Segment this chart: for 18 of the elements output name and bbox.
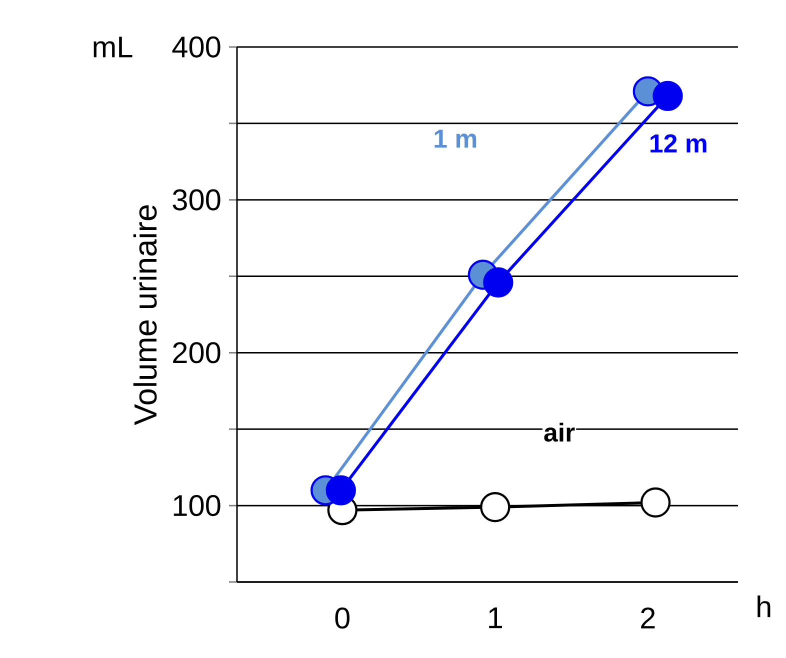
x-tick-label: 1 bbox=[489, 608, 502, 628]
y-tick-label: 300 bbox=[172, 189, 220, 210]
point bbox=[483, 267, 514, 298]
text: mL bbox=[94, 36, 132, 58]
series-label: 12 m bbox=[650, 134, 706, 152]
y-tick-label: 200 bbox=[173, 342, 220, 364]
x-tick-label: 0 bbox=[335, 608, 350, 629]
y-tick-label: 400 bbox=[172, 36, 220, 58]
text: air bbox=[544, 422, 575, 442]
point bbox=[640, 487, 671, 518]
x-tick-label: 2 bbox=[641, 608, 655, 628]
point bbox=[480, 492, 510, 522]
y-tick-label: 100 bbox=[174, 494, 220, 516]
y-axis-title: Volume urinaire bbox=[133, 205, 157, 426]
text: 1 m bbox=[434, 130, 476, 148]
point bbox=[326, 475, 356, 506]
point bbox=[652, 80, 683, 112]
x-axis-title: h bbox=[758, 596, 770, 618]
